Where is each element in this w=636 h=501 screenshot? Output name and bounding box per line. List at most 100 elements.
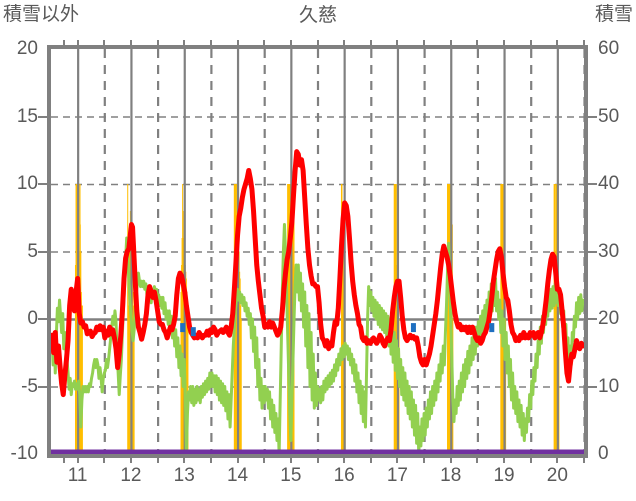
snow-bar bbox=[187, 319, 189, 454]
snow-bar bbox=[554, 265, 556, 454]
snow-bar bbox=[129, 224, 131, 454]
axis-tick bbox=[583, 40, 585, 49]
left-axis-title: 積雪以外 bbox=[3, 4, 80, 25]
y-tick-right-40: 40 bbox=[598, 173, 620, 194]
axis-tick bbox=[449, 40, 452, 49]
right-axis-title: 積雪 bbox=[594, 4, 633, 25]
x-tick-12: 12 bbox=[120, 465, 142, 486]
data-marker bbox=[180, 323, 186, 333]
axis-tick bbox=[588, 183, 597, 185]
snow-bar bbox=[74, 265, 76, 454]
y-tick-right-10: 10 bbox=[598, 375, 620, 397]
x-tick-14: 14 bbox=[226, 465, 249, 486]
snow-bar bbox=[81, 305, 83, 454]
axis-tick bbox=[476, 40, 479, 49]
x-tick-15: 15 bbox=[280, 465, 302, 486]
axis-tick bbox=[529, 454, 532, 463]
snow-bar bbox=[75, 184, 78, 454]
snow-bar bbox=[181, 238, 183, 454]
snow-bar bbox=[132, 292, 134, 454]
axis-tick bbox=[423, 40, 426, 49]
y-tick-right-50: 50 bbox=[598, 105, 620, 127]
axis-tick bbox=[423, 454, 426, 463]
snow-bar bbox=[185, 278, 187, 454]
axis-tick bbox=[588, 115, 597, 118]
x-tick-18: 18 bbox=[440, 465, 462, 486]
axis-tick bbox=[209, 454, 212, 463]
axis-tick bbox=[343, 454, 346, 463]
y-tick-left-neg10: -10 bbox=[10, 443, 38, 464]
snow-bar bbox=[448, 184, 450, 454]
x-tick-16: 16 bbox=[333, 465, 355, 486]
axis-tick bbox=[289, 40, 292, 49]
snow-bar bbox=[447, 184, 449, 454]
snow-bar bbox=[240, 319, 242, 454]
snow-bar bbox=[341, 184, 343, 454]
snow-bar bbox=[288, 184, 290, 454]
snow-bar bbox=[240, 305, 242, 454]
x-tick-11: 11 bbox=[67, 465, 88, 486]
other-line-green bbox=[51, 223, 584, 454]
axis-tick bbox=[236, 454, 239, 463]
snow-bar bbox=[235, 184, 237, 454]
snow-bar bbox=[133, 305, 135, 454]
temperature-line-red bbox=[51, 149, 584, 398]
x-tick-19: 19 bbox=[493, 465, 515, 486]
snow-bar bbox=[555, 184, 557, 454]
snow-bar bbox=[394, 184, 396, 454]
data-marker bbox=[190, 327, 196, 337]
plot-inner bbox=[51, 49, 584, 454]
axis-tick bbox=[503, 40, 506, 49]
axis-tick bbox=[476, 454, 479, 463]
snow-bar bbox=[448, 184, 450, 454]
plot-svg bbox=[51, 49, 584, 454]
axis-tick bbox=[38, 115, 47, 118]
snow-bar bbox=[133, 319, 135, 454]
y-tick-right-30: 30 bbox=[598, 240, 620, 262]
page-title: 久慈 bbox=[298, 5, 337, 26]
snow-bar bbox=[182, 211, 184, 454]
snow-bar bbox=[186, 305, 188, 454]
axis-tick bbox=[449, 454, 452, 463]
axis-tick bbox=[343, 40, 346, 49]
data-marker bbox=[489, 323, 495, 333]
snow-bar bbox=[554, 184, 556, 454]
axis-tick bbox=[38, 250, 47, 253]
y-tick-left-15: 15 bbox=[16, 105, 38, 127]
axis-tick bbox=[129, 40, 132, 49]
axis-tick bbox=[156, 40, 159, 49]
axis-tick bbox=[76, 454, 79, 463]
y-tick-right-20: 20 bbox=[598, 308, 620, 329]
x-tick-13: 13 bbox=[173, 465, 195, 486]
snow-bar bbox=[394, 184, 396, 454]
snow-bar bbox=[128, 251, 130, 454]
axis-tick bbox=[369, 40, 372, 49]
snow-bar bbox=[553, 184, 555, 454]
snow-bar bbox=[80, 292, 82, 454]
snow-bar bbox=[555, 184, 557, 454]
y-tick-left-10: 10 bbox=[16, 173, 38, 194]
axis-tick bbox=[183, 454, 186, 463]
axis-tick bbox=[396, 454, 399, 463]
y-tick-right-0: 0 bbox=[598, 443, 609, 464]
axis-tick bbox=[76, 40, 79, 49]
snow-bar bbox=[79, 224, 81, 454]
axis-tick bbox=[503, 454, 506, 463]
snow-bar bbox=[340, 184, 342, 454]
snow-bar bbox=[182, 184, 184, 454]
axis-tick bbox=[236, 40, 239, 49]
axis-tick bbox=[583, 454, 585, 463]
snow-bar bbox=[239, 271, 241, 454]
plot-area bbox=[47, 45, 588, 458]
snow-bar bbox=[186, 292, 188, 454]
axis-tick bbox=[556, 454, 559, 463]
snow-bar bbox=[239, 278, 241, 454]
x-tick-20: 20 bbox=[546, 465, 568, 486]
y-tick-left-neg5: -5 bbox=[21, 375, 38, 397]
axis-tick bbox=[156, 454, 159, 463]
axis-tick bbox=[289, 454, 292, 463]
snow-bar bbox=[395, 184, 397, 454]
axis-tick bbox=[263, 40, 266, 49]
axis-tick bbox=[588, 250, 597, 253]
snow-bar bbox=[127, 184, 129, 454]
